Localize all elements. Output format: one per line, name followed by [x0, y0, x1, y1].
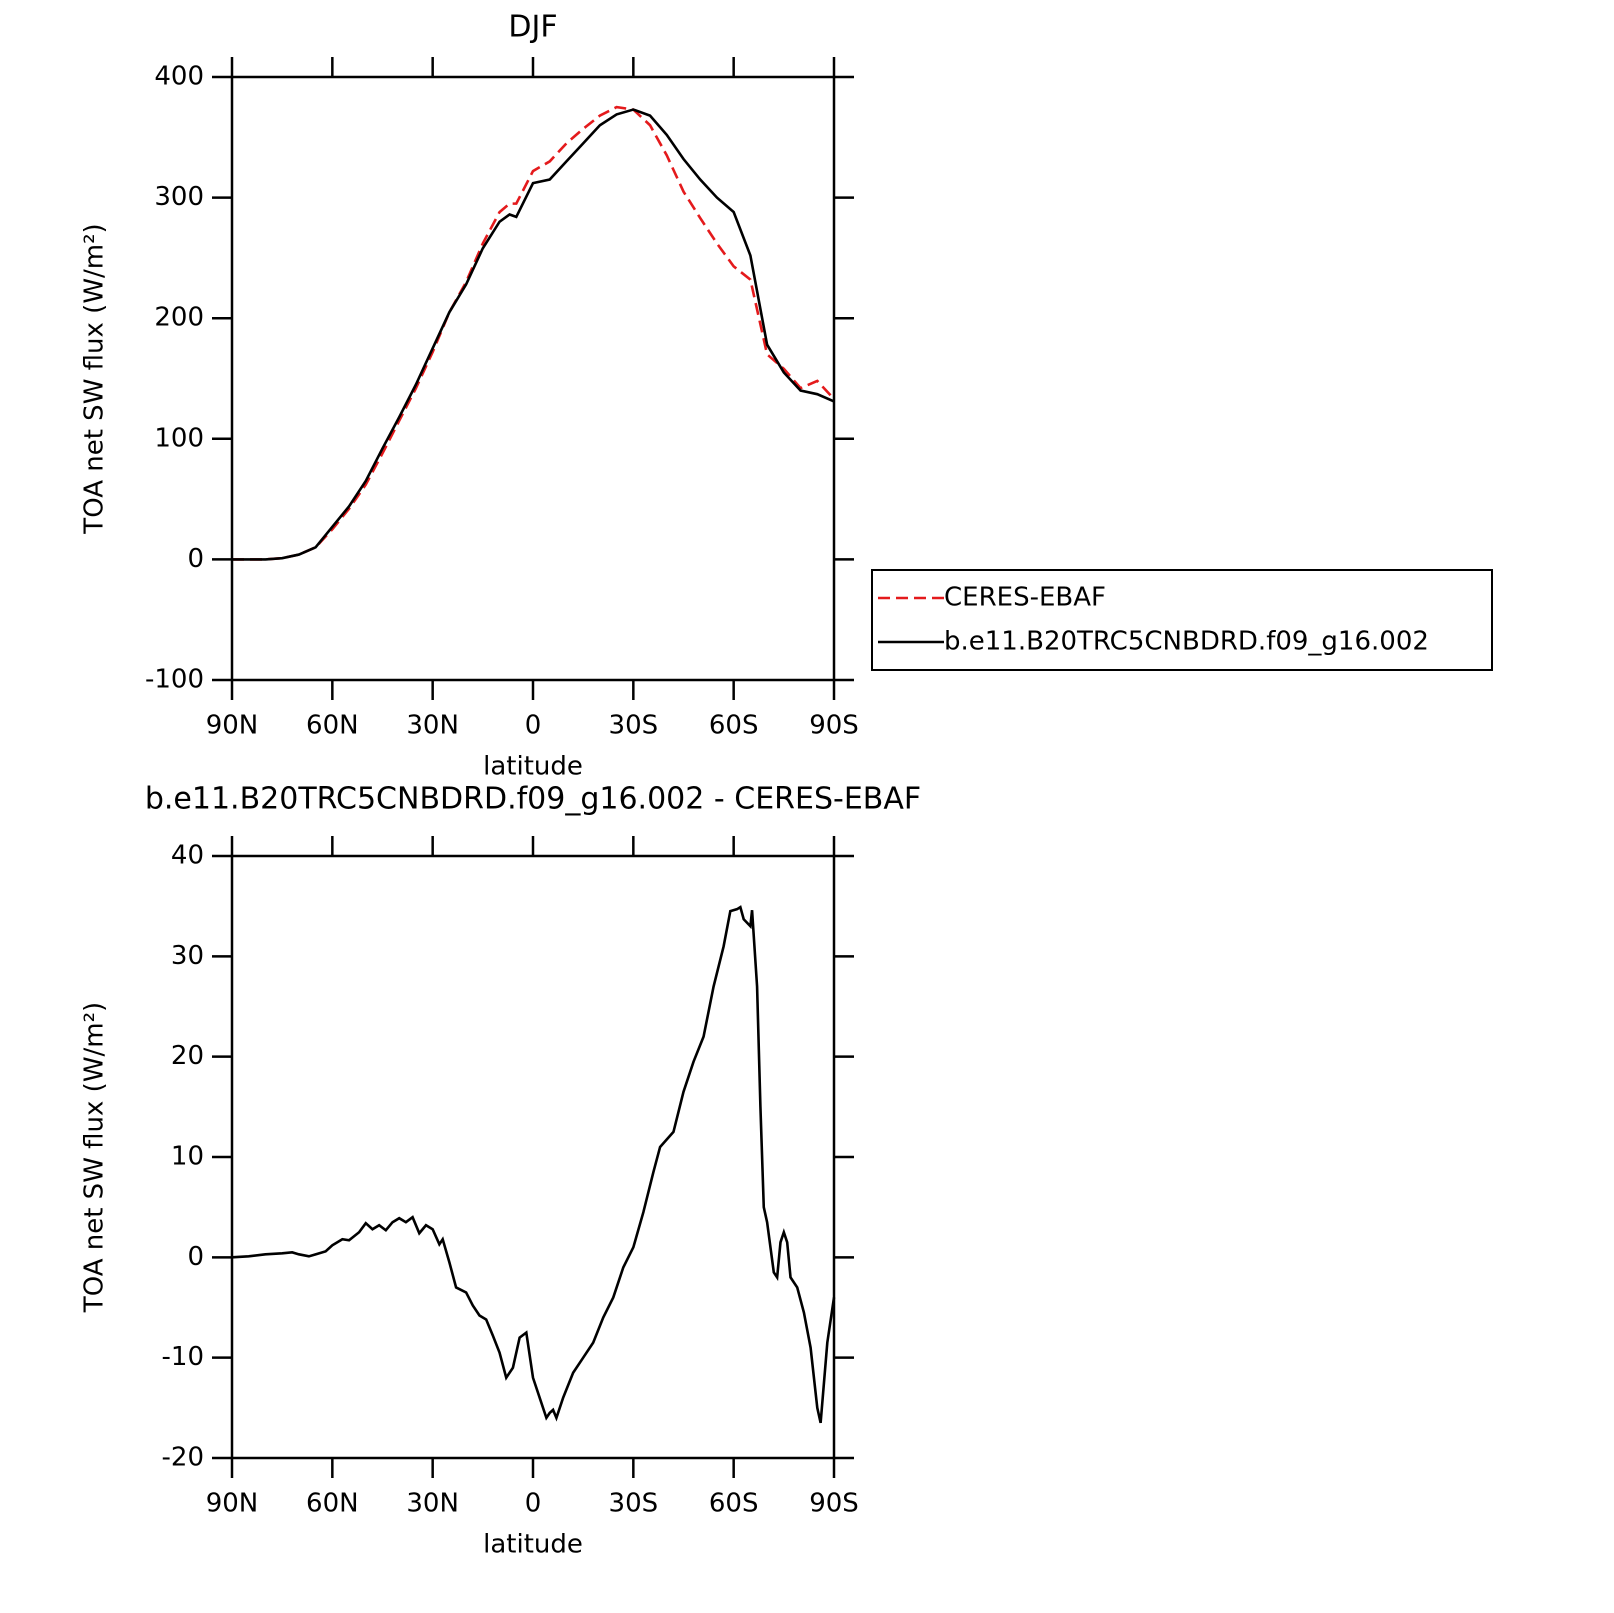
y-tick-label: 0: [187, 544, 204, 574]
x-axis-label: latitude: [483, 1530, 583, 1560]
plot-frame: [230, 854, 836, 1460]
y-tick-label: 20: [171, 1041, 204, 1071]
series-line: [232, 105, 835, 561]
y-tick-label: 400: [154, 62, 204, 92]
legend-label: CERES-EBAF: [944, 583, 1106, 613]
y-tick-label: 30: [171, 941, 204, 971]
y-tick-label: 10: [171, 1142, 204, 1172]
x-tick-label: 90N: [206, 1489, 259, 1519]
x-tick-label: 30N: [406, 1489, 459, 1519]
x-tick-label: 90N: [206, 711, 259, 741]
y-tick-label: 40: [171, 841, 204, 871]
x-tick-label: 90S: [809, 1489, 859, 1519]
x-tick-label: 30S: [609, 711, 659, 741]
y-axis-label: TOA net SW flux (W/m²): [80, 1002, 110, 1313]
x-tick-label: 0: [525, 711, 542, 741]
y-tick-label: 200: [154, 303, 204, 333]
plot-frame: [230, 75, 836, 682]
y-tick-label: 100: [154, 423, 204, 453]
legend-label: b.e11.B20TRC5CNBDRD.f09_g16.002: [944, 627, 1429, 657]
x-axis-label: latitude: [483, 752, 583, 782]
legend-box: [871, 569, 1493, 671]
y-tick-label: -20: [162, 1443, 204, 1473]
x-tick-label: 0: [525, 1489, 542, 1519]
x-tick-label: 30S: [609, 1489, 659, 1519]
y-tick-label: 0: [187, 1242, 204, 1272]
chart-title: DJF: [508, 10, 557, 45]
x-tick-label: 90S: [809, 711, 859, 741]
y-tick-label: 300: [154, 182, 204, 212]
y-tick-label: -10: [162, 1342, 204, 1372]
x-tick-label: 60S: [709, 1489, 759, 1519]
x-tick-label: 60N: [306, 711, 359, 741]
y-axis-label: TOA net SW flux (W/m²): [80, 223, 110, 534]
x-tick-label: 30N: [406, 711, 459, 741]
y-tick-label: -100: [145, 665, 204, 695]
series-line: [231, 905, 836, 1424]
x-tick-label: 60S: [709, 711, 759, 741]
x-tick-label: 60N: [306, 1489, 359, 1519]
chart-title: b.e11.B20TRC5CNBDRD.f09_g16.002 - CERES-…: [145, 782, 921, 817]
series-line: [232, 108, 835, 561]
